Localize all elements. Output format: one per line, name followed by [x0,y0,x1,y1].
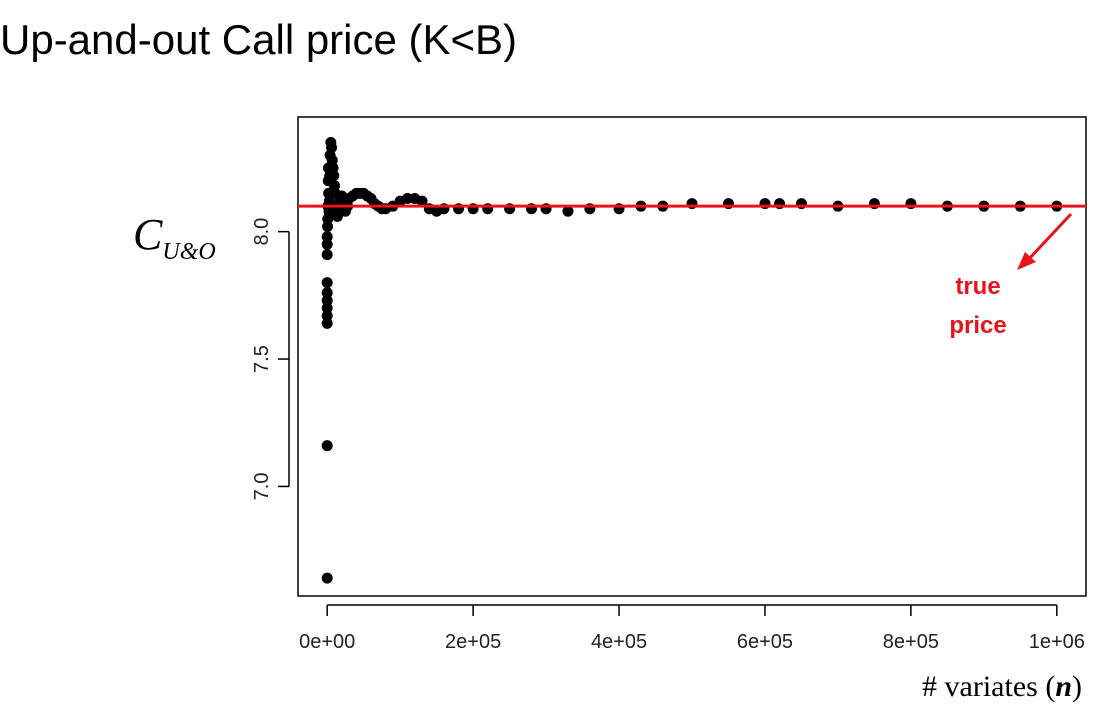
data-point [321,277,333,289]
y-axis-label-sub: U&O [162,239,215,265]
data-point [322,221,334,233]
x-tick-label: 0e+00 [299,631,355,653]
data-point [321,287,333,299]
y-tick-label: 8.0 [251,218,273,246]
x-tick-label: 6e+05 [737,631,793,653]
annotation-arrow-head [1017,252,1036,270]
true-price-layer [298,204,1086,270]
x-tick-label: 2e+05 [445,631,501,653]
data-point [321,238,333,250]
y-tick-label: 7.5 [251,345,273,373]
x-tick-label: 1e+06 [1029,631,1085,653]
data-point [416,195,428,207]
data-point [326,142,338,154]
data-points [321,136,1063,584]
true-price-annotation-line1: true [955,273,1000,300]
data-point [321,317,333,329]
x-axis-label: # variates (n) [922,670,1082,703]
data-point [321,231,333,243]
page-title: Up-and-out Call price (K<B) [0,16,518,62]
data-point [321,302,333,314]
axes: 0e+00 2e+05 4e+05 6e+05 8e+05 1e+06 7.0 7.5 8.0 [251,218,1085,653]
y-axis-label-main: C [133,210,163,259]
annotation-arrow-shaft [1026,212,1073,262]
true-price-annotation-line2: price [949,312,1006,339]
x-tick-label: 8e+05 [883,631,939,653]
data-point [321,310,333,322]
data-point [321,249,333,261]
data-point [321,440,333,452]
y-tick-label: 7.0 [251,473,273,501]
x-tick-label: 4e+05 [591,631,647,653]
y-axis-label: CU&O [133,210,216,265]
plot-border [297,116,1087,597]
data-point [562,205,574,217]
data-point [321,572,333,584]
plot-frame [297,116,1087,597]
data-point [321,294,333,306]
data-point [328,170,340,182]
